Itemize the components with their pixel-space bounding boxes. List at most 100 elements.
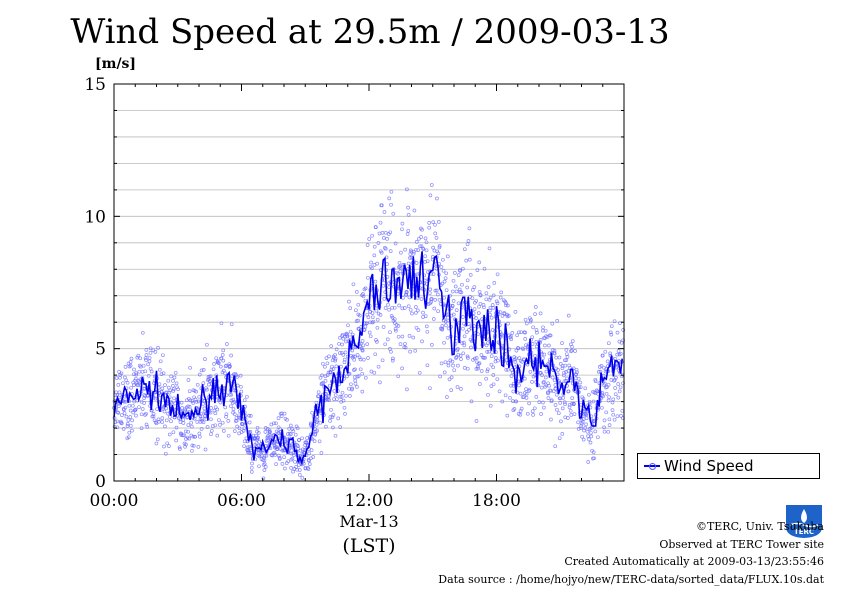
data-point [465,366,470,371]
data-point [367,330,372,335]
data-point [467,257,472,262]
data-point [203,447,208,452]
data-point [405,387,409,392]
data-point [263,426,268,430]
data-point [547,343,551,348]
data-point [461,315,465,319]
data-point [581,437,586,442]
data-point [338,351,342,355]
data-point [335,397,339,402]
data-point [272,421,276,426]
data-point [403,247,407,252]
data-point [506,321,510,326]
data-point [400,227,404,232]
data-point [349,382,353,387]
data-point [261,476,266,481]
data-point [563,358,567,363]
data-point [162,444,166,449]
data-point [524,321,529,326]
data-point [570,401,574,406]
data-point [256,443,261,448]
data-point [541,400,545,405]
data-point [124,414,129,419]
data-point [403,345,408,350]
data-point [431,317,436,321]
data-point [184,442,188,447]
data-point [466,239,471,243]
data-point [420,339,424,344]
data-point [347,299,351,304]
data-point [534,328,539,332]
data-point [466,322,471,326]
data-point [414,325,419,330]
data-point [194,389,198,394]
data-point [192,416,197,421]
data-point [121,381,125,386]
data-point [485,369,490,374]
data-point [611,412,616,417]
data-point [373,225,378,230]
data-point [579,426,583,431]
data-point [134,372,139,377]
data-point [301,447,305,452]
data-point [161,371,166,376]
data-point [495,301,500,306]
data-point [516,346,521,351]
data-point [380,358,385,363]
data-point [248,414,253,418]
data-point [442,295,447,300]
data-point [542,405,546,410]
data-point [196,399,201,404]
data-point [489,354,494,359]
data-point [470,288,475,292]
data-point [218,364,223,369]
data-point [353,381,358,386]
data-point [115,425,120,430]
data-point [324,356,329,360]
data-point [408,307,413,312]
data-point [498,310,503,315]
data-point [201,420,206,425]
data-point [462,247,467,252]
data-point [398,342,403,346]
data-point [125,380,130,385]
data-point [560,432,565,436]
data-point [334,364,339,369]
data-point [339,395,344,399]
data-point [223,371,227,376]
data-point [419,235,423,239]
data-point [231,397,236,402]
data-point [353,378,358,383]
data-point [462,343,467,348]
data-point [608,351,613,356]
data-point [332,389,337,393]
data-point [201,381,206,385]
data-point [229,322,234,327]
data-point [286,459,291,464]
data-point [315,428,320,433]
data-point [353,354,357,359]
data-point [527,387,532,392]
data-point [144,422,149,427]
data-point [553,387,558,391]
data-point [256,435,260,440]
data-point [553,403,558,407]
data-point [421,310,425,315]
data-point [594,388,599,393]
data-point [386,302,390,307]
data-point [537,400,542,404]
data-point [381,283,386,288]
data-point [489,315,494,320]
data-point [228,364,232,369]
data-point [128,423,133,428]
data-point [621,338,625,343]
data-point [564,358,569,362]
data-point [459,387,463,391]
data-point [602,425,606,430]
data-point [293,432,298,437]
data-point [128,415,133,419]
data-point [603,381,607,386]
data-point [174,381,179,386]
data-point [366,275,370,280]
data-point [209,432,213,437]
